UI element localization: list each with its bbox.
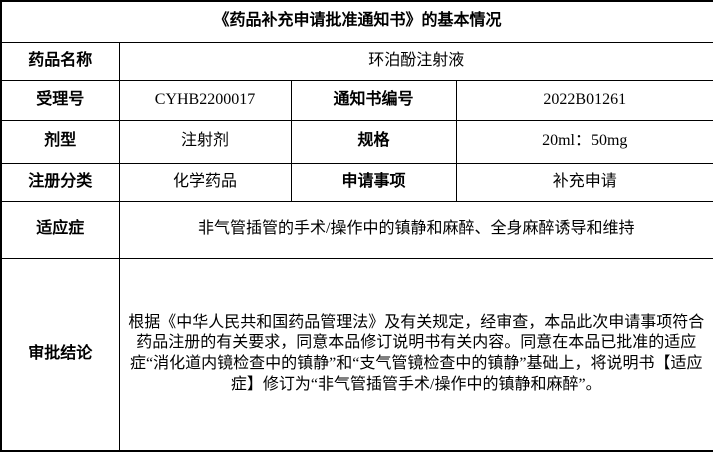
acceptance-no-value: CYHB2200017 xyxy=(118,79,292,121)
indication-label: 适应症 xyxy=(0,200,120,259)
registration-class-label: 注册分类 xyxy=(0,162,120,202)
table-row-drug-name: 药品名称 环泊酚注射液 xyxy=(0,41,713,81)
specification-label: 规格 xyxy=(290,119,457,164)
table-row-registration-class: 注册分类 化学药品 申请事项 补充申请 xyxy=(0,162,713,202)
application-matter-label: 申请事项 xyxy=(290,162,457,202)
drug-name-label: 药品名称 xyxy=(0,41,120,81)
table-row-dosage-form: 剂型 注射剂 规格 20ml：50mg xyxy=(0,119,713,164)
table-row-approval-conclusion: 审批结论 根据《中华人民共和国药品管理法》及有关规定，经审查，本品此次申请事项符… xyxy=(0,257,713,452)
specification-value: 20ml：50mg xyxy=(455,119,713,164)
table-row-title: 《药品补充申请批准通知书》的基本情况 xyxy=(0,0,713,43)
page-title: 《药品补充申请批准通知书》的基本情况 xyxy=(0,0,713,43)
approval-conclusion-value: 根据《中华人民共和国药品管理法》及有关规定，经审查，本品此次申请事项符合药品注册… xyxy=(118,257,713,452)
table-row-numbers: 受理号 CYHB2200017 通知书编号 2022B01261 xyxy=(0,79,713,121)
dosage-form-value: 注射剂 xyxy=(118,119,292,164)
application-matter-value: 补充申请 xyxy=(455,162,713,202)
indication-value: 非气管插管的手术/操作中的镇静和麻醉、全身麻醉诱导和维持 xyxy=(118,200,713,259)
notice-no-value: 2022B01261 xyxy=(455,79,713,121)
drug-name-value: 环泊酚注射液 xyxy=(118,41,713,81)
dosage-form-label: 剂型 xyxy=(0,119,120,164)
registration-class-value: 化学药品 xyxy=(118,162,292,202)
approval-conclusion-label: 审批结论 xyxy=(0,257,120,452)
acceptance-no-label: 受理号 xyxy=(0,79,120,121)
notice-no-label: 通知书编号 xyxy=(290,79,457,121)
table-row-indication: 适应症 非气管插管的手术/操作中的镇静和麻醉、全身麻醉诱导和维持 xyxy=(0,200,713,259)
